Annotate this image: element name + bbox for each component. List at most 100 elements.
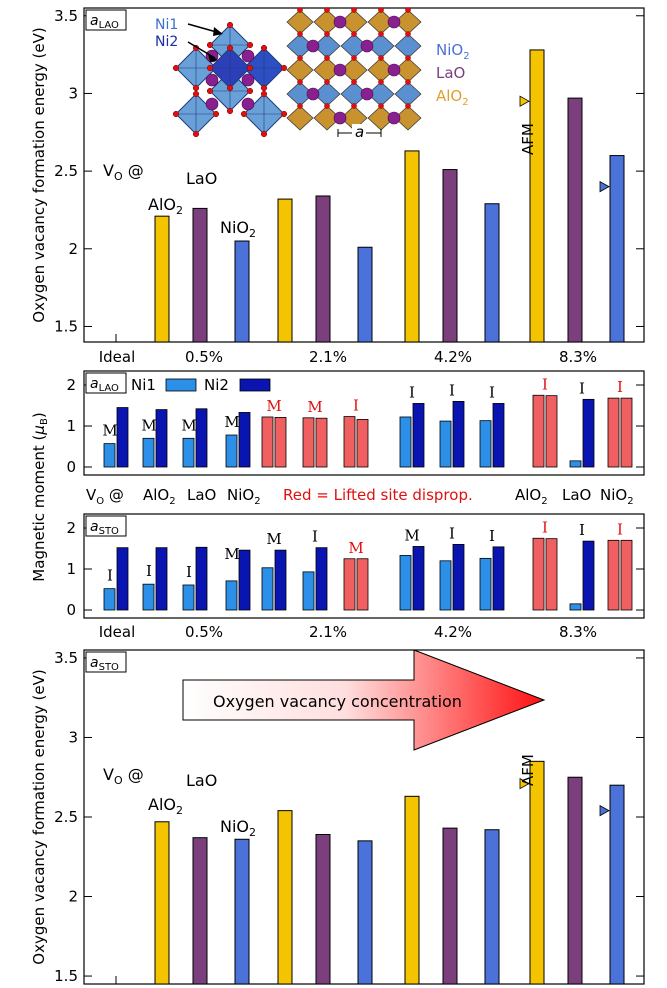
top-bar-nio2 [484,203,500,343]
lao-bar-ni2 [116,407,129,468]
lao-bar-ni2 [195,408,208,468]
sto-bar-ni1 [343,558,356,611]
sto-phase-label: I [617,520,623,538]
la-atom [241,73,255,87]
bottom-afm-marker [599,804,610,817]
sto-bar-ni1 [532,537,545,611]
oxygen-atom [260,130,268,138]
sto-bar-ni1 [569,603,582,611]
sto-phase-label: I [489,527,495,545]
lao-bar-ni1 [302,417,315,468]
top-energy-panel: 1.5 2 2.5 3 3.5 Oxygen vacancy formation ene… [30,7,645,343]
lao-bar-ni2 [238,412,251,468]
top-energy-bars [154,49,625,343]
oxygen-atom [324,55,330,61]
top-bar-alo2 [277,198,293,343]
lao-bar-ni1 [182,437,195,468]
red-note: Red = Lifted site disprop. [283,486,473,504]
lao-phase-label: I [579,379,585,397]
top-bar-lao [315,195,331,343]
lao-bar-ni1 [607,397,620,468]
oxygen-atom [324,79,330,85]
top-category-label: 8.3% [559,348,597,366]
top-ytick-label: 2.5 [54,162,78,180]
lao-bar-ni2 [620,397,633,468]
lao-phase-label: M [141,416,156,434]
inset-a-label: a [355,123,364,141]
oxygen-atom [240,110,248,118]
sto-bar-ni2 [195,546,208,611]
lao-phase-label: I [409,383,415,401]
nio2-plane-structure [172,21,288,138]
bottom-ytick-label: 3.5 [54,649,78,667]
sto-ytick-label: 2 [66,519,76,537]
bottom-ytick-label: 2 [68,888,78,906]
middle-right-site-nio2: NiO2 [600,486,634,507]
top-bar-lao [567,97,583,343]
sto-bar-ni2 [492,546,505,611]
bottom-bar-nio2 [609,784,625,985]
oxygen-atom [280,64,288,72]
oxygen-atom [206,87,214,95]
bottom-afm-label: AFM [519,754,537,786]
lao-bar-ni2 [545,395,558,468]
sto-bar-ni2 [452,544,465,611]
sto-bar-ni1 [103,588,116,611]
inset-ni1-arrowhead [213,27,223,36]
sto-bar-ni2 [412,546,425,611]
lao-bar-ni2 [492,403,505,468]
concentration-arrow [182,649,546,751]
sto-bar-ni1 [261,567,274,611]
oxygen-atom [192,90,200,98]
la-atom [241,97,255,111]
octahedron [394,33,422,59]
oxygen-atom [297,55,303,61]
bottom-category-label: 2.1% [309,623,347,641]
top-afm-marker [519,95,530,107]
oxygen-atom [212,110,220,118]
oxygen-atom [172,64,180,72]
oxygen-atom [405,55,411,61]
bottom-energy-bars [154,760,625,985]
moment-lao-lattice-label: aLAO [90,376,119,394]
oxygen-atom [378,55,384,61]
lao-ytick-label: 0 [66,458,76,476]
lao-bar-ni1 [343,416,356,468]
oxygen-atom [226,21,234,29]
lao-bar-ni1 [103,443,116,468]
oxygen-atom [246,87,254,95]
moment-sto-lattice-label: aSTO [90,519,119,537]
bottom-bar-alo2 [404,795,420,985]
oxygen-atom [351,79,357,85]
lao-bar-ni2 [412,403,425,468]
sto-bar-ni2 [545,538,558,611]
moment-legend: Ni1 Ni2 [131,376,271,394]
moment-lao-bars: M M M M M M I I I I I I I [102,375,633,468]
middle-label-row: VO @ AlO2 LaO NiO2 Red = Lifted site dis… [86,486,634,507]
middle-vacancy-label: VO @ [86,486,124,507]
lao-phase-label: I [489,383,495,401]
legend-ni2-swatch [239,378,271,392]
oxygen-atom [324,103,330,109]
bottom-bar-lao [442,827,458,985]
top-category-label: Ideal [99,348,136,366]
bottom-site-label-lao: LaO [186,771,217,790]
oxygen-atom [378,7,384,13]
top-ytick-label: 3 [68,84,78,102]
inset-legend-alo2: AlO2 [436,87,469,108]
bottom-bar-lao [567,776,583,985]
sto-bar-ni1 [225,580,238,611]
sto-bar-ni2 [582,540,595,611]
octahedron [286,9,314,35]
lao-bar-ni2 [274,416,287,468]
top-energy-y-ticks: 1.5 2 2.5 3 3.5 [54,7,644,342]
sto-bar-ni1 [399,555,412,611]
top-bar-alo2 [154,215,170,343]
la-atom [387,63,401,77]
lao-bar-ni2 [452,400,465,468]
oxygen-atom [324,31,330,37]
oxygen-atom [172,110,180,118]
bottom-ytick-label: 3 [68,728,78,746]
layered-structure [286,7,422,131]
